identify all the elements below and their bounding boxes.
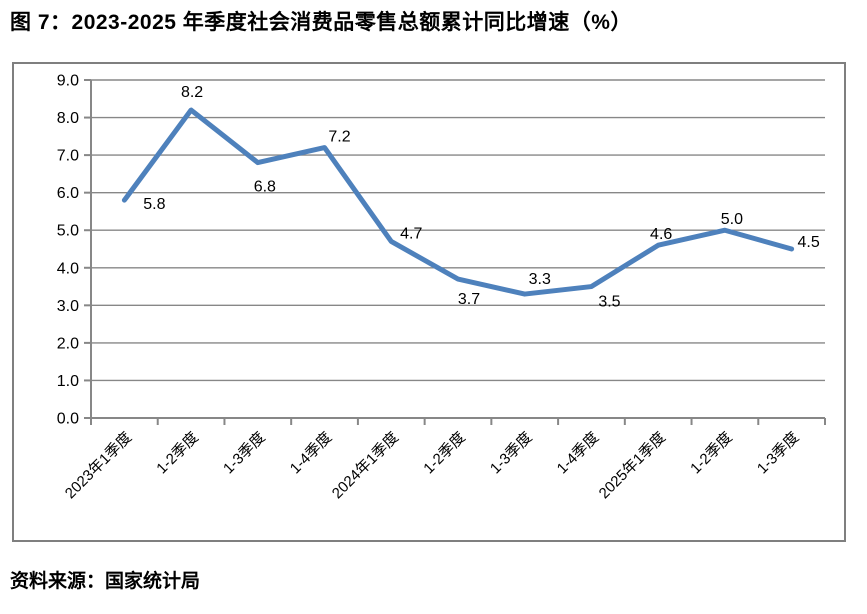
data-point-label: 3.3	[529, 271, 551, 288]
series-group	[121, 107, 795, 297]
x-axis-tick-label: 1-4季度	[554, 429, 603, 478]
y-axis-tick-label: 6.0	[57, 185, 79, 202]
y-axis-tick-label: 4.0	[57, 260, 79, 277]
data-point-label: 5.8	[143, 196, 165, 213]
figure-title: 图 7：2023-2025 年季度社会消费品零售总额累计同比增速（%）	[10, 11, 632, 34]
series-line	[121, 107, 795, 297]
y-axis-tick-label: 5.0	[57, 223, 79, 240]
y-axis-tick-label: 1.0	[57, 373, 79, 390]
gridlines-group	[91, 79, 825, 382]
x-axis-tick-label: 2024年1季度	[329, 429, 402, 502]
y-axis-tick-label: 0.0	[57, 411, 79, 428]
data-point-label: 4.7	[400, 225, 422, 242]
source-note: 资料来源：国家统计局	[10, 571, 201, 592]
data-point-label: 3.5	[598, 294, 620, 311]
data-point-label: 4.5	[798, 234, 820, 251]
data-point-label: 7.2	[328, 129, 350, 146]
line-chart: 0.0 1.0 2.0 3.0 4.0 5.0 6.0 7.0 8.0 9.0 2023年1季度 1-…	[57, 73, 826, 502]
ticks-group	[84, 79, 826, 425]
x-axis-tick-label: 1-2季度	[153, 429, 202, 478]
x-axis-tick-label: 1-4季度	[287, 429, 336, 478]
x-axis-tick-label: 2025年1季度	[596, 429, 669, 502]
y-axis-tick-label: 8.0	[57, 110, 79, 127]
x-axis-tick-label: 1-3季度	[487, 429, 536, 478]
x-axis-tick-label: 1-2季度	[687, 429, 736, 478]
x-axis-tick-label: 2023年1季度	[62, 429, 135, 502]
y-axis-tick-label: 9.0	[57, 73, 79, 90]
y-axis-labels-group: 0.0 1.0 2.0 3.0 4.0 5.0 6.0 7.0 8.0 9.0	[57, 73, 79, 428]
x-axis-tick-label: 1-3季度	[220, 429, 269, 478]
data-point-label: 6.8	[254, 179, 276, 196]
chart-plot-area: 0.0 1.0 2.0 3.0 4.0 5.0 6.0 7.0 8.0 9.0 2023年1季度 1-…	[12, 62, 846, 542]
y-axis-tick-label: 2.0	[57, 335, 79, 352]
data-point-label: 5.0	[721, 211, 743, 228]
data-point-label: 3.7	[458, 291, 480, 308]
axes-group	[90, 80, 825, 419]
x-axis-tick-label: 1-3季度	[754, 429, 803, 478]
x-axis-tick-label: 1-2季度	[420, 429, 469, 478]
data-point-label: 8.2	[181, 84, 203, 101]
y-axis-tick-label: 7.0	[57, 148, 79, 165]
data-point-label: 4.6	[650, 226, 672, 243]
data-labels-group: 5.8 8.2 6.8 7.2 4.7 3.7 3.3 3.5 4.6 5.0 4.5	[143, 84, 820, 311]
y-axis-tick-label: 3.0	[57, 298, 79, 315]
